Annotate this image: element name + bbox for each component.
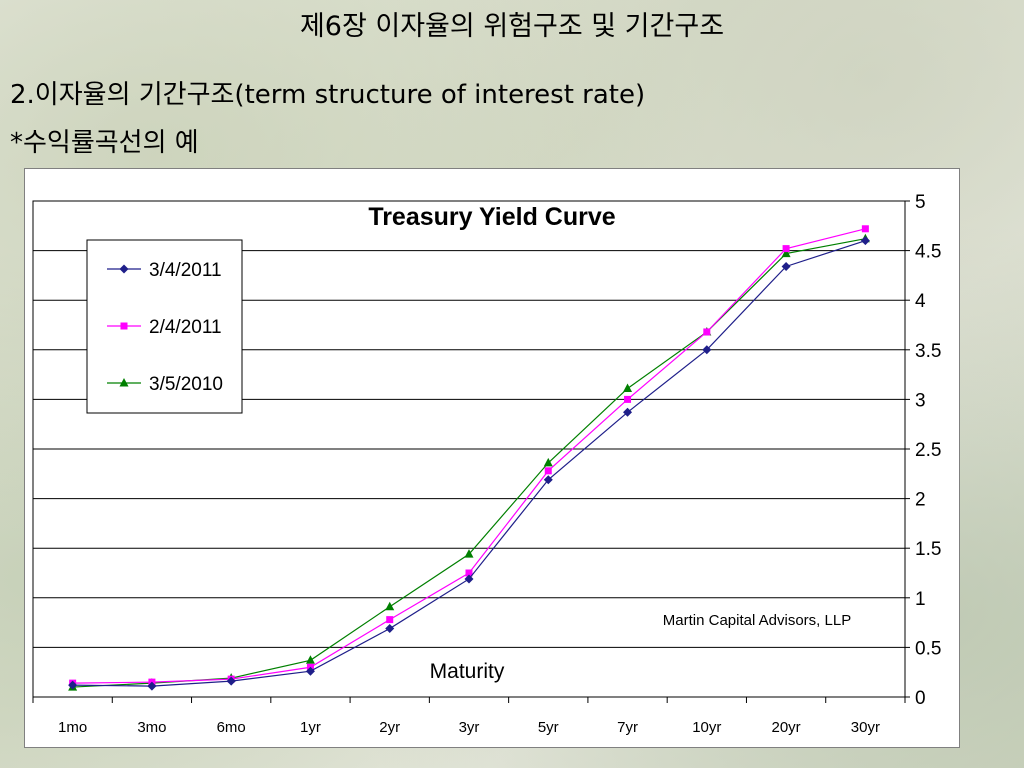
y-tick-label: 3.5: [915, 341, 941, 362]
legend-label: 2/4/2011: [149, 317, 222, 338]
x-tick-label: 3yr: [459, 719, 480, 736]
legend-label: 3/5/2010: [149, 374, 223, 395]
slide-title: 제6장 이자율의 위험구조 및 기간구조: [299, 11, 725, 42]
legend-marker: [119, 264, 129, 274]
legend: 3/4/2011 2/4/2011 3/5/2010: [86, 239, 243, 414]
x-tick-label: 5yr: [538, 719, 559, 736]
data-point: [226, 676, 236, 686]
x-tick-label: 30yr: [851, 719, 880, 736]
legend-label: 3/4/2011: [149, 260, 222, 281]
y-tick-label: 4: [915, 291, 926, 312]
x-axis-title: Maturity: [430, 660, 505, 683]
data-point: [543, 457, 553, 467]
data-point: [305, 655, 315, 664]
source-annotation: Martin Capital Advisors, LLP: [663, 612, 851, 629]
data-point: [543, 475, 553, 485]
x-tick-label: 7yr: [617, 719, 638, 736]
data-point: [623, 407, 633, 417]
y-tick-label: 1.5: [915, 539, 941, 560]
data-point: [781, 261, 791, 271]
x-tick-label: 10yr: [692, 719, 721, 736]
data-point: [386, 616, 394, 624]
y-tick-label: 3: [915, 390, 926, 411]
data-point: [464, 574, 474, 584]
legend-marker: [119, 378, 129, 387]
x-tick-label: 20yr: [771, 719, 800, 736]
data-point: [703, 328, 711, 336]
chart-title: Treasury Yield Curve: [368, 203, 615, 231]
x-tick-label: 6mo: [217, 719, 246, 736]
data-point: [702, 345, 712, 355]
data-point: [305, 666, 315, 676]
y-tick-label: 2.5: [915, 440, 941, 461]
legend-marker: [120, 322, 128, 330]
y-tick-label: 1: [915, 589, 926, 610]
data-point: [624, 395, 632, 403]
data-point: [861, 225, 869, 233]
y-tick-label: 2: [915, 490, 926, 511]
x-tick-label: 1mo: [58, 719, 87, 736]
y-tick-label: 0: [915, 688, 926, 709]
y-tick-label: 0.5: [915, 638, 941, 659]
example-caption: *수익률곡선의 예: [10, 128, 199, 158]
data-point: [782, 245, 790, 253]
series-3-4-2011: [68, 236, 870, 691]
data-point: [147, 681, 157, 691]
data-point: [623, 383, 633, 392]
data-point: [385, 601, 395, 611]
series-group: [68, 225, 870, 691]
data-point: [465, 569, 473, 577]
data-point: [68, 680, 78, 690]
yield-curve-chart: 0 0.5 1 1.5 2 2.5 3 3.5 4 4.5 5 1mo 3mo 6mo 1yr 2yr 3yr…: [32, 192, 941, 736]
x-tick-label: 3mo: [137, 719, 166, 736]
y-axis: 0 0.5 1 1.5 2 2.5 3 3.5 4 4.5 5: [905, 192, 941, 709]
data-point: [781, 248, 791, 258]
y-tick-label: 5: [915, 192, 926, 213]
data-point: [860, 236, 870, 246]
data-point: [544, 467, 552, 475]
chart-frame: 0 0.5 1 1.5 2 2.5 3 3.5 4 4.5 5 1mo 3mo 6mo 1yr 2yr 3yr…: [24, 168, 960, 748]
x-tick-label: 1yr: [300, 719, 321, 736]
data-point: [464, 549, 474, 558]
slide-subtitle: 2.이자율의 기간구조(term structure of interest r…: [10, 80, 646, 110]
x-axis: 1mo 3mo 6mo 1yr 2yr 3yr 5yr 7yr 10yr 20yr 30yr: [32, 697, 906, 736]
data-point: [385, 624, 395, 634]
x-tick-label: 2yr: [379, 719, 400, 736]
y-tick-label: 4.5: [915, 242, 941, 263]
